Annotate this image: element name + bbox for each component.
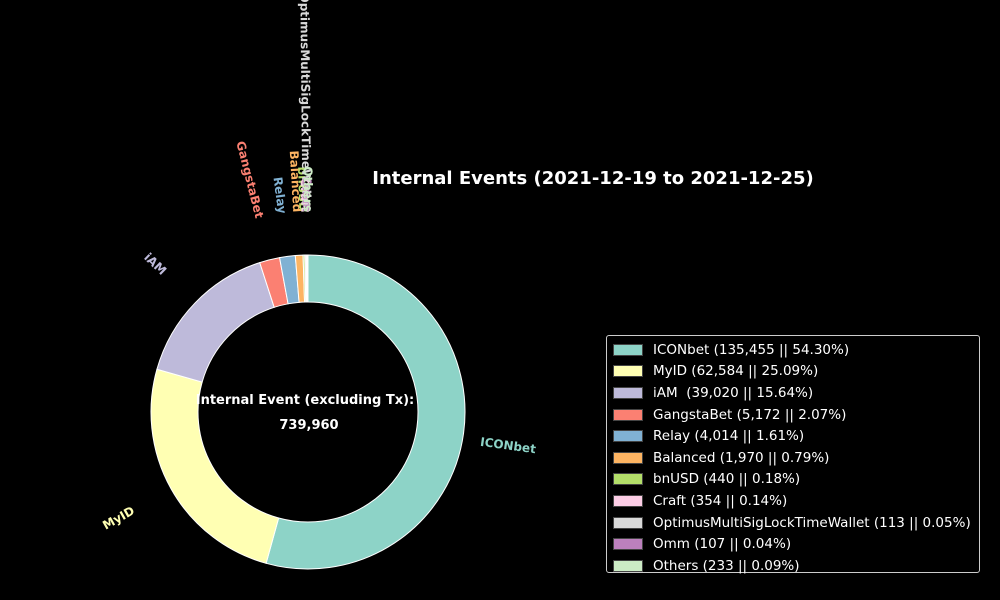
legend-swatch	[613, 494, 643, 507]
legend-label: Others (233 || 0.09%)	[653, 557, 800, 574]
legend-label: bnUSD (440 || 0.18%)	[653, 471, 801, 488]
legend-item-balanced: Balanced (1,970 || 0.79%)	[611, 447, 979, 469]
chart-title: Internal Events (2021-12-19 to 2021-12-2…	[372, 168, 814, 189]
legend-label: GangstaBet (5,172 || 2.07%)	[653, 406, 847, 423]
legend-swatch	[613, 430, 643, 443]
legend-swatch	[613, 451, 643, 464]
legend-item-relay: Relay (4,014 || 1.61%)	[611, 425, 979, 447]
legend-item-omm: Omm (107 || 0.04%)	[611, 533, 979, 555]
legend-swatch	[613, 365, 643, 378]
legend-label: ICONbet (135,455 || 54.30%)	[653, 341, 850, 358]
slice-label-omm: Omm	[300, 177, 314, 212]
legend-swatch	[613, 408, 643, 421]
legend-label: iAM (39,020 || 15.64%)	[653, 384, 814, 401]
legend-swatch	[613, 559, 643, 572]
slice-label-iam: iAM	[141, 250, 169, 278]
slice-label-optimusmultisiglocktimewallet: OptimusMultiSigLockTimeWallet	[297, 0, 313, 212]
slice-label-balanced: Balanced	[287, 150, 304, 213]
legend: ICONbet (135,455 || 54.30%) MyID (62,584 …	[606, 335, 980, 574]
donut-slices	[150, 254, 466, 570]
legend-label: Relay (4,014 || 1.61%)	[653, 428, 805, 445]
center-label: Internal Event (excluding Tx):	[196, 393, 415, 408]
legend-label: MyID (62,584 || 25.09%)	[653, 363, 819, 380]
legend-item-gangstabet: GangstaBet (5,172 || 2.07%)	[611, 404, 979, 426]
slice-label-bnusd: bnUSD	[295, 166, 310, 212]
slice-iam	[156, 261, 275, 383]
slice-others	[306, 254, 309, 303]
legend-item-optimusmultisiglocktimewallet: OptimusMultiSigLockTimeWallet (113 || 0.…	[611, 512, 979, 534]
slice-label-gangstabet: GangstaBet	[233, 140, 266, 220]
legend-swatch	[613, 538, 643, 551]
legend-item-bnusd: bnUSD (440 || 0.18%)	[611, 469, 979, 491]
legend-swatch	[613, 516, 643, 529]
legend-swatch	[613, 473, 643, 486]
slice-iconbet	[265, 254, 466, 570]
legend-item-myid: MyID (62,584 || 25.09%)	[611, 361, 979, 383]
legend-label: Omm (107 || 0.04%)	[653, 536, 792, 553]
legend-label: Craft (354 || 0.14%)	[653, 492, 788, 509]
slice-label-relay: Relay	[270, 176, 289, 215]
slice-label-myid: MyID	[100, 504, 137, 533]
legend-item-craft: Craft (354 || 0.14%)	[611, 490, 979, 512]
legend-swatch	[613, 343, 643, 356]
legend-item-others: Others (233 || 0.09%)	[611, 555, 979, 577]
legend-swatch	[613, 386, 643, 399]
legend-item-iam: iAM (39,020 || 15.64%)	[611, 382, 979, 404]
legend-item-iconbet: ICONbet (135,455 || 54.30%)	[611, 339, 979, 361]
legend-label: Balanced (1,970 || 0.79%)	[653, 449, 830, 466]
legend-label: OptimusMultiSigLockTimeWallet (113 || 0.…	[653, 514, 971, 531]
slice-label-others: Others	[301, 166, 315, 212]
center-value: 739,960	[279, 418, 338, 433]
slice-label-craft: Craft	[298, 178, 313, 212]
slice-label-iconbet: ICONbet	[479, 435, 537, 456]
